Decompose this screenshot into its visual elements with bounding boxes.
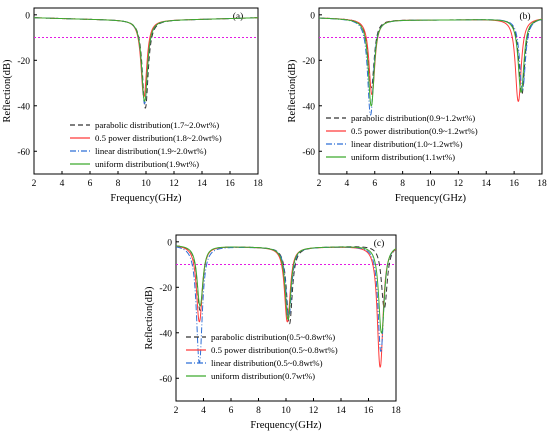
y-axis-title: Reflection(dB) bbox=[144, 286, 155, 349]
series-line-4 bbox=[34, 17, 258, 102]
x-tick-label: 8 bbox=[256, 406, 261, 416]
x-tick-label: 4 bbox=[201, 406, 206, 416]
series-line-1 bbox=[319, 17, 542, 95]
y-tick-label: 0 bbox=[25, 11, 30, 21]
y-tick-label: -60 bbox=[17, 148, 30, 158]
x-tick-label: 14 bbox=[482, 179, 492, 189]
legend-label-1: parabolic distribution(1.7~2.0wt%) bbox=[95, 120, 219, 130]
x-tick-label: 2 bbox=[174, 406, 179, 416]
y-tick-label: 0 bbox=[310, 11, 315, 21]
x-tick-label: 12 bbox=[309, 406, 319, 416]
legend-label-2: 0.5 power distribution(0.9~1.2wt%) bbox=[351, 126, 478, 136]
x-tick-label: 12 bbox=[454, 179, 464, 189]
series-group bbox=[34, 17, 258, 109]
series-group bbox=[319, 17, 542, 116]
x-tick-label: 16 bbox=[225, 179, 235, 189]
legend-label-2: 0.5 power distribution(0.5~0.8wt%) bbox=[211, 345, 338, 355]
panel-label: (c) bbox=[374, 238, 385, 249]
legend-label-4: uniform distribution(1.9wt%) bbox=[95, 159, 199, 169]
chart-panel-3: 2 4 6 8 10 12 14 16 18 0 -20 -40 -60 Frequency(GHz) Re… bbox=[144, 234, 401, 431]
legend-label-1: parabolic distribution(0.9~1.2wt%) bbox=[351, 113, 475, 123]
x-tick-label: 8 bbox=[116, 179, 121, 189]
x-axis-title: Frequency(GHz) bbox=[250, 420, 322, 431]
legend: parabolic distribution(0.5~0.8wt%) 0.5 po… bbox=[186, 332, 338, 381]
panel-label: (a) bbox=[233, 11, 244, 22]
y-tick-label: -20 bbox=[159, 284, 172, 294]
series-line-1 bbox=[34, 17, 258, 109]
x-tick-label: 18 bbox=[253, 179, 263, 189]
x-tick-label: 4 bbox=[60, 179, 65, 189]
legend: parabolic distribution(1.7~2.0wt%) 0.5 po… bbox=[70, 120, 222, 169]
legend-label-4: uniform distribution(1.1wt%) bbox=[351, 152, 455, 162]
y-tick-label: -40 bbox=[17, 102, 30, 112]
y-tick-label: -60 bbox=[302, 148, 315, 158]
series-line-3 bbox=[176, 246, 396, 364]
x-tick-label: 16 bbox=[509, 179, 519, 189]
x-tick-label: 10 bbox=[281, 406, 291, 416]
x-tick-label: 12 bbox=[169, 179, 179, 189]
x-axis-title: Frequency(GHz) bbox=[110, 193, 182, 204]
x-tick-label: 6 bbox=[372, 179, 377, 189]
x-tick-label: 16 bbox=[364, 406, 374, 416]
series-line-2 bbox=[319, 17, 542, 103]
x-tick-label: 2 bbox=[317, 179, 322, 189]
series-line-4 bbox=[176, 245, 396, 334]
legend-label-1: parabolic distribution(0.5~0.8wt%) bbox=[211, 332, 335, 342]
series-line-3 bbox=[319, 17, 542, 116]
legend-label-2: 0.5 power distribution(1.8~2.0wt%) bbox=[95, 133, 222, 143]
chart-panel-2: 2 4 6 8 10 12 14 16 18 0 -20 -40 -60 Frequency(GHz) Re… bbox=[287, 7, 547, 204]
legend-label-3: linear distribution(1.9~2.0wt%) bbox=[95, 146, 207, 156]
x-tick-label: 18 bbox=[537, 179, 547, 189]
y-axis-title: Reflection(dB) bbox=[287, 59, 298, 122]
chart-panel-1: 2 4 6 8 10 12 14 16 18 0 -20 -40 -60 Frequency(GHz) Re… bbox=[2, 7, 263, 204]
series-line-4 bbox=[319, 17, 542, 107]
panel-label: (b) bbox=[519, 11, 530, 22]
y-tick-label: 0 bbox=[167, 238, 172, 248]
plot-frame bbox=[318, 7, 543, 175]
x-tick-label: 4 bbox=[345, 179, 350, 189]
y-axis-title: Reflection(dB) bbox=[2, 59, 13, 122]
x-tick-label: 14 bbox=[197, 179, 207, 189]
legend-label-4: uniform distribution(0.7wt%) bbox=[211, 371, 315, 381]
y-tick-label: -20 bbox=[17, 57, 30, 67]
series-group bbox=[176, 245, 396, 368]
legend: parabolic distribution(0.9~1.2wt%) 0.5 po… bbox=[326, 113, 478, 162]
y-tick-label: -20 bbox=[302, 57, 315, 67]
x-tick-label: 8 bbox=[400, 179, 405, 189]
x-tick-label: 14 bbox=[336, 406, 346, 416]
legend-label-3: linear distribution(1.0~1.2wt%) bbox=[351, 139, 463, 149]
x-axis-title: Frequency(GHz) bbox=[395, 193, 467, 204]
x-tick-label: 10 bbox=[426, 179, 436, 189]
x-tick-label: 10 bbox=[141, 179, 151, 189]
legend-label-3: linear distribution(0.5~0.8wt%) bbox=[211, 358, 323, 368]
x-tick-label: 6 bbox=[88, 179, 93, 189]
y-tick-label: -40 bbox=[302, 102, 315, 112]
x-tick-label: 2 bbox=[32, 179, 37, 189]
y-tick-label: -60 bbox=[159, 375, 172, 385]
x-tick-label: 6 bbox=[229, 406, 234, 416]
y-tick-label: -40 bbox=[159, 329, 172, 339]
x-tick-label: 18 bbox=[391, 406, 401, 416]
